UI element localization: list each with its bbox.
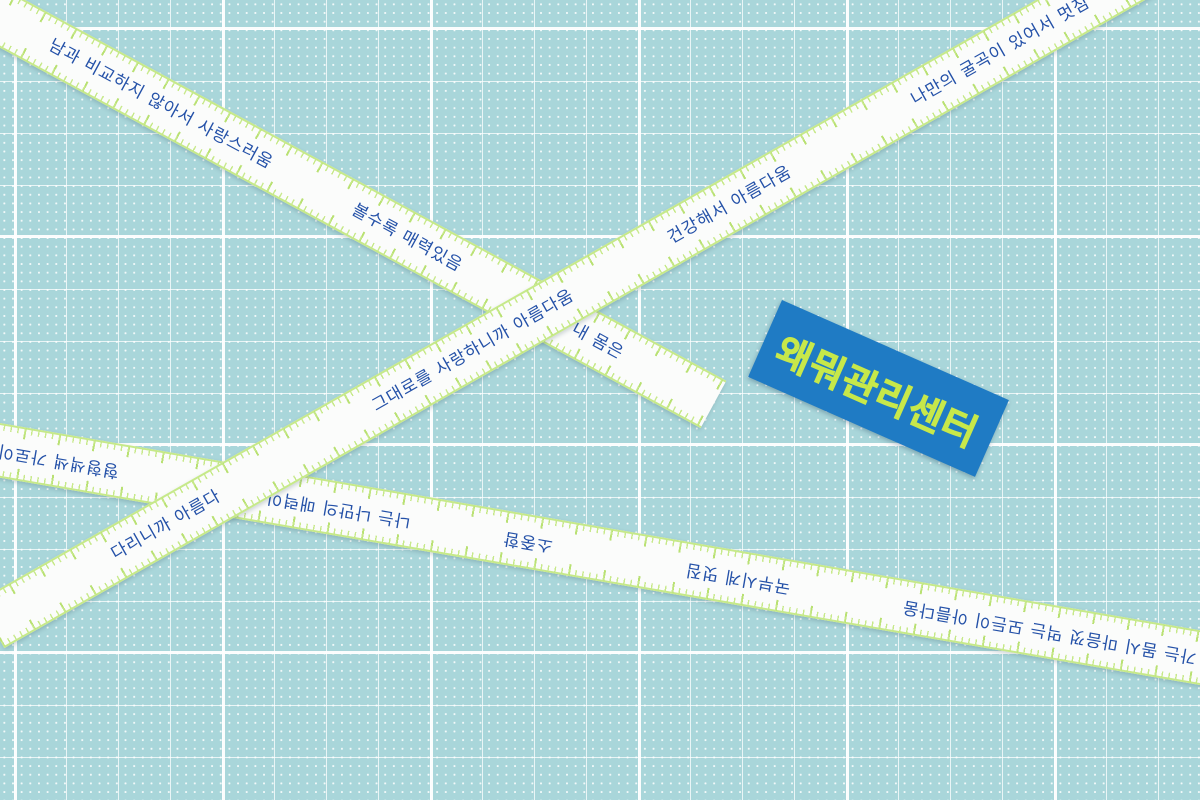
ribbon-c-text-3: 소중함 [501, 527, 555, 556]
